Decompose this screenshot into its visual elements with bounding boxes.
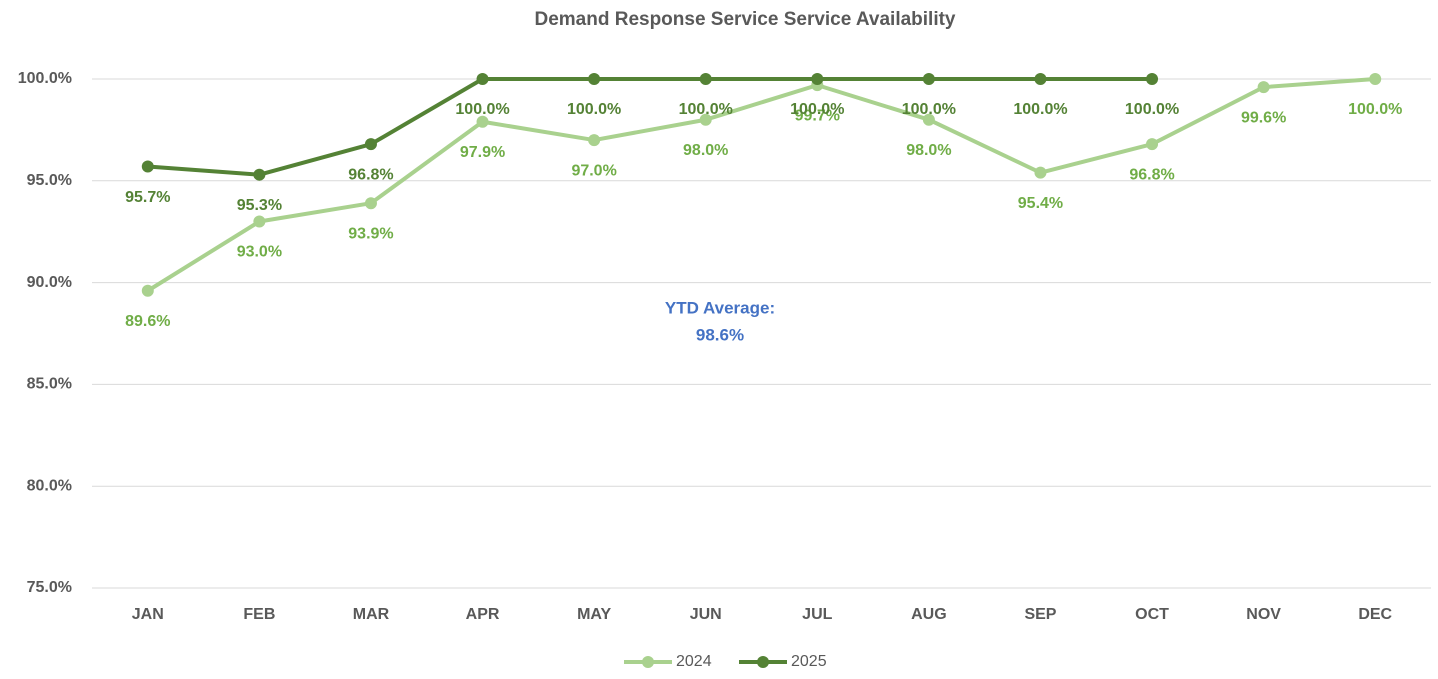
data-point [1146,73,1159,85]
x-tick-label: JUN [690,606,722,623]
data-point [588,73,601,85]
annotation: 98.6% [696,325,744,344]
x-tick-label: APR [466,606,500,623]
data-point [811,73,824,85]
data-point [253,215,266,228]
data-label: 100.0% [567,101,621,118]
x-tick-label: MAY [577,606,611,623]
data-point [922,73,935,85]
data-label: 100.0% [1125,101,1179,118]
data-point [1369,73,1382,85]
data-point [922,113,935,126]
legend-swatch [642,656,654,668]
data-point [364,197,377,210]
data-label: 89.6% [125,313,170,330]
x-tick-label: NOV [1246,606,1281,623]
x-tick-label: SEP [1024,606,1056,623]
series-line [147,77,1153,177]
x-tick-label: OCT [1135,606,1169,623]
x-tick-label: JAN [132,606,164,623]
data-label: 99.7% [795,107,840,124]
data-point [141,160,154,173]
y-tick-label: 75.0% [27,579,72,596]
x-tick-label: AUG [911,606,947,623]
y-tick-label: 95.0% [27,172,72,189]
data-label: 95.3% [237,197,282,214]
x-tick-label: MAR [353,606,390,623]
data-point [1034,166,1047,179]
data-label: 97.9% [460,144,505,161]
data-point [253,168,266,181]
data-point [699,113,712,126]
annotation: YTD Average: [665,298,775,317]
data-point [1146,138,1159,151]
data-label: 100.0% [790,101,844,118]
x-tick-label: JUL [802,606,832,623]
y-tick-label: 80.0% [27,477,72,494]
data-label: 100.0% [902,101,956,118]
series-line [146,77,1376,293]
data-label: 98.0% [683,142,728,159]
legend-label: 2025 [791,653,827,670]
data-label: 93.0% [237,244,282,261]
data-label: 100.0% [1013,101,1067,118]
data-label: 100.0% [679,101,733,118]
data-label: 95.4% [1018,195,1063,212]
data-label: 93.9% [348,225,393,242]
y-tick-label: 85.0% [27,376,72,393]
data-point [1034,73,1047,85]
data-label: 95.7% [125,189,170,206]
data-point [476,73,489,85]
data-label: 96.8% [348,166,393,183]
legend-label: 2024 [676,653,712,670]
data-point [699,73,712,85]
data-point [588,134,601,147]
data-label: 96.8% [1129,166,1174,183]
data-label: 98.0% [906,142,951,159]
data-label: 100.0% [455,101,509,118]
data-label: 99.6% [1241,109,1286,126]
chart-title: Demand Response Service Service Availabi… [534,9,955,30]
data-label: 97.0% [571,162,616,179]
data-label: 100.0% [1348,101,1402,118]
x-tick-label: FEB [243,606,275,623]
y-tick-label: 100.0% [18,70,72,87]
x-tick-label: DEC [1358,606,1392,623]
data-point [1257,81,1270,94]
data-point [141,284,154,297]
legend-swatch [757,656,769,668]
data-point [364,138,377,151]
y-tick-label: 90.0% [27,274,72,291]
data-point [476,115,489,128]
